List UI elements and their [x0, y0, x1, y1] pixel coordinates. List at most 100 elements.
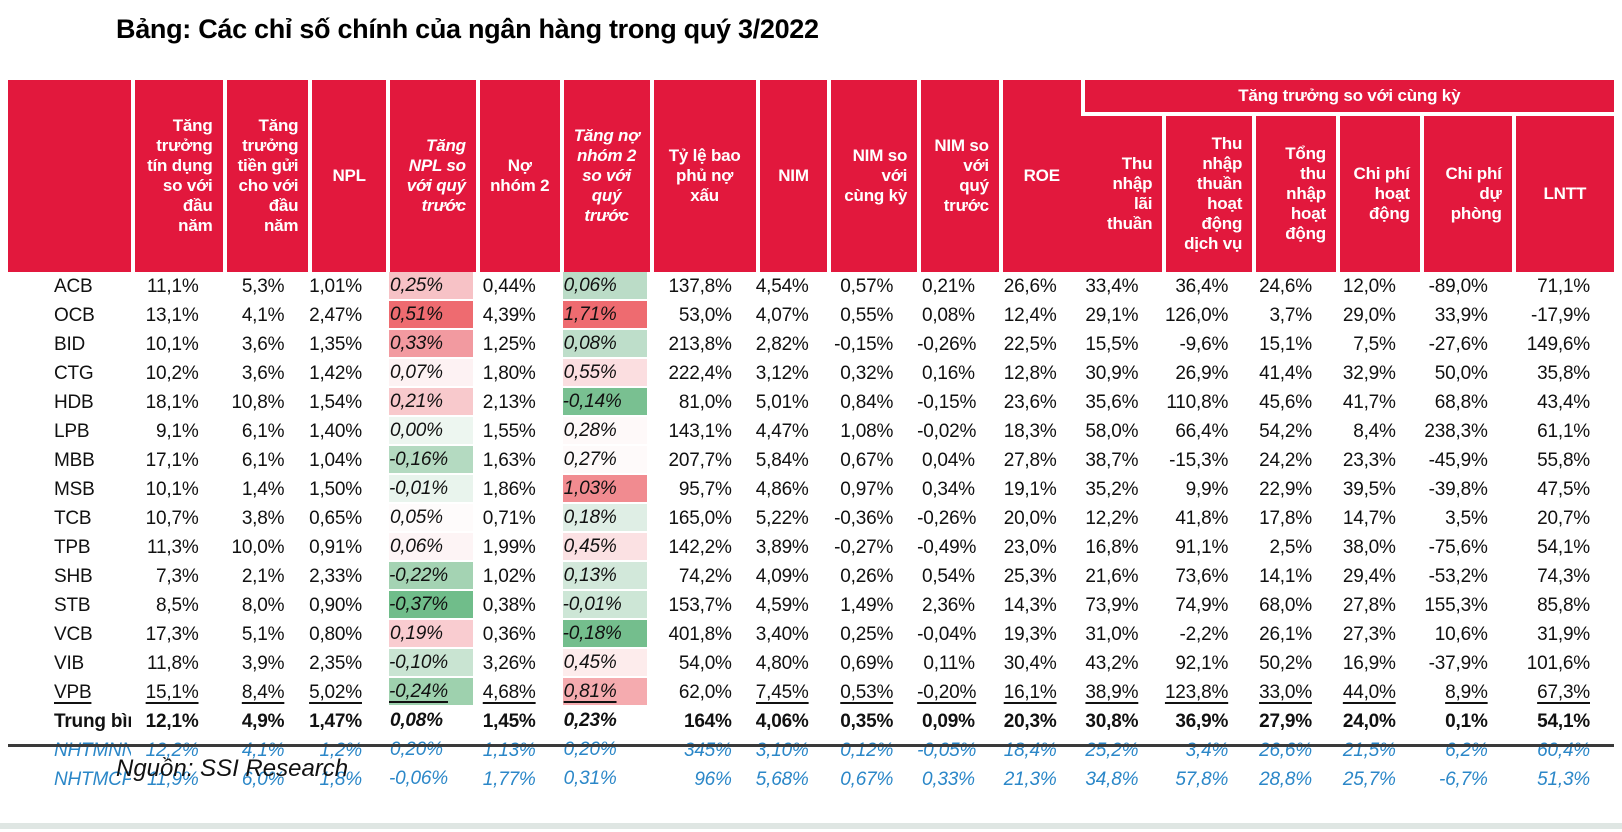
- header-cell: NPL: [308, 80, 386, 272]
- value-cell: 62,0%: [678, 682, 732, 703]
- value-cell: 2,5%: [1269, 537, 1312, 558]
- value-cell: 4,59%: [755, 595, 809, 616]
- value-cell: 53,0%: [678, 305, 732, 326]
- value-cell: 6,0%: [241, 769, 285, 790]
- value-cell: 2,33%: [309, 566, 362, 587]
- value-cell: 8,4%: [223, 678, 309, 707]
- value-cell: 7,45%: [756, 678, 828, 707]
- value-cell: 12,1%: [145, 711, 199, 732]
- value-cell: 0,21%: [385, 388, 476, 417]
- value-cell: 10,6%: [1434, 624, 1488, 645]
- value-cell: 38,9%: [1081, 678, 1163, 707]
- value-cell: -89,0%: [1428, 276, 1488, 297]
- value-cell: 5,02%: [308, 678, 386, 707]
- value-cell: 73,9%: [1085, 595, 1139, 616]
- header-cell: Tăng trưởng tiền gửi cho với đầu năm: [222, 80, 309, 272]
- value-cell: -0,05%: [917, 740, 977, 761]
- value-cell: -9,6%: [1179, 334, 1229, 355]
- value-cell: 2,47%: [309, 305, 362, 326]
- value-cell: 17,1%: [145, 450, 199, 471]
- value-cell: 3,8%: [241, 508, 285, 529]
- value-cell: 10,8%: [231, 392, 285, 413]
- value-cell: 8,9%: [1420, 678, 1512, 707]
- value-cell: 3,9%: [241, 653, 285, 674]
- value-cell: 15,1%: [131, 678, 223, 707]
- value-cell: 24,2%: [1259, 450, 1312, 471]
- value-cell: 0,55%: [840, 305, 894, 326]
- value-cell: 12,2%: [1085, 508, 1139, 529]
- value-cell: 1,42%: [309, 363, 362, 384]
- value-cell: 165,0%: [668, 508, 732, 529]
- value-cell: 36,4%: [1175, 276, 1229, 297]
- value-cell: 50,2%: [1259, 653, 1312, 674]
- bank-name-cell: VCB: [54, 624, 93, 645]
- value-cell: 60,4%: [1537, 740, 1590, 761]
- source-note: Nguồn: SSI Research: [116, 755, 349, 782]
- value-cell: 41,4%: [1259, 363, 1312, 384]
- value-cell: 0,97%: [840, 479, 894, 500]
- value-cell: 143,1%: [668, 421, 732, 442]
- value-cell: 33,4%: [1085, 276, 1139, 297]
- value-cell: 1,8%: [319, 769, 362, 790]
- page-title: Bảng: Các chỉ số chính của ngân hàng tro…: [116, 14, 819, 44]
- table-row: TPB 11,3% 10,0% 0,91% 0,06% 1,99% 0,45% 142,2% 3…: [8, 533, 1614, 562]
- value-cell: 1,80%: [482, 363, 536, 384]
- value-cell: 1,54%: [309, 392, 362, 413]
- value-cell: -27,6%: [1428, 334, 1488, 355]
- cell-text: 8,9%: [1445, 682, 1488, 703]
- value-cell: 2,36%: [921, 595, 975, 616]
- table-row: OCB 13,1% 4,1% 2,47% 0,51% 4,39% 1,71% 53,0% 4,0…: [8, 301, 1614, 330]
- cell-text: 15,1%: [145, 682, 199, 703]
- value-cell: -0,26%: [917, 508, 977, 529]
- value-cell: 71,1%: [1537, 276, 1590, 297]
- value-cell: -0,24%: [385, 678, 476, 707]
- value-cell: 3,89%: [755, 537, 809, 558]
- value-cell: -0,15%: [834, 334, 894, 355]
- value-cell: 0,08%: [385, 707, 476, 736]
- value-cell: 3,5%: [1445, 508, 1488, 529]
- value-cell: 17,8%: [1259, 508, 1312, 529]
- value-cell: 0,53%: [827, 678, 917, 707]
- value-cell: 8,4%: [1353, 421, 1396, 442]
- value-cell: 14,1%: [1259, 566, 1312, 587]
- value-cell: 68,0%: [1259, 595, 1312, 616]
- bank-name-cell: TCB: [54, 508, 92, 529]
- table-row: CTG 10,2% 3,6% 1,42% 0,07% 1,80% 0,55% 222,4% 3,…: [8, 359, 1614, 388]
- value-cell: 0,26%: [840, 566, 894, 587]
- value-cell: 0,13%: [559, 562, 650, 591]
- value-cell: 0,16%: [921, 363, 975, 384]
- value-cell: 18,4%: [1003, 740, 1057, 761]
- value-cell: 27,8%: [1003, 450, 1057, 471]
- value-cell: -0,22%: [385, 562, 476, 591]
- value-cell: 5,3%: [241, 276, 285, 297]
- value-cell: -0,10%: [385, 649, 476, 678]
- value-cell: 26,6%: [1003, 276, 1057, 297]
- value-cell: 67,3%: [1512, 678, 1614, 707]
- value-cell: 0,90%: [309, 595, 362, 616]
- value-cell: -0,04%: [917, 624, 977, 645]
- value-cell: 95,7%: [678, 479, 732, 500]
- value-cell: 30,9%: [1085, 363, 1139, 384]
- value-cell: 1,71%: [559, 301, 650, 330]
- value-cell: 0,1%: [1445, 711, 1488, 732]
- bank-name-cell: VIB: [54, 653, 85, 674]
- value-cell: 0,67%: [840, 450, 894, 471]
- value-cell: 110,8%: [1166, 392, 1229, 413]
- value-cell: 0,80%: [309, 624, 362, 645]
- value-cell: 4,54%: [755, 276, 809, 297]
- value-cell: 20,0%: [1003, 508, 1057, 529]
- value-cell: 10,2%: [145, 363, 199, 384]
- value-cell: -0,02%: [917, 421, 977, 442]
- header-cell: NIM so với cùng kỳ: [827, 80, 918, 272]
- value-cell: 50,0%: [1434, 363, 1488, 384]
- value-cell: 123,8%: [1162, 678, 1252, 707]
- value-cell: 5,1%: [241, 624, 285, 645]
- value-cell: 7,5%: [1353, 334, 1396, 355]
- value-cell: -0,36%: [834, 508, 894, 529]
- header-cell: [8, 80, 131, 272]
- value-cell: 164%: [683, 711, 732, 732]
- header-cell: Thu nhập lãi thuần: [1080, 116, 1163, 272]
- table-bottom-rule: [8, 744, 1614, 747]
- value-cell: 0,06%: [559, 272, 650, 301]
- cell-text: 4,68%: [482, 682, 536, 703]
